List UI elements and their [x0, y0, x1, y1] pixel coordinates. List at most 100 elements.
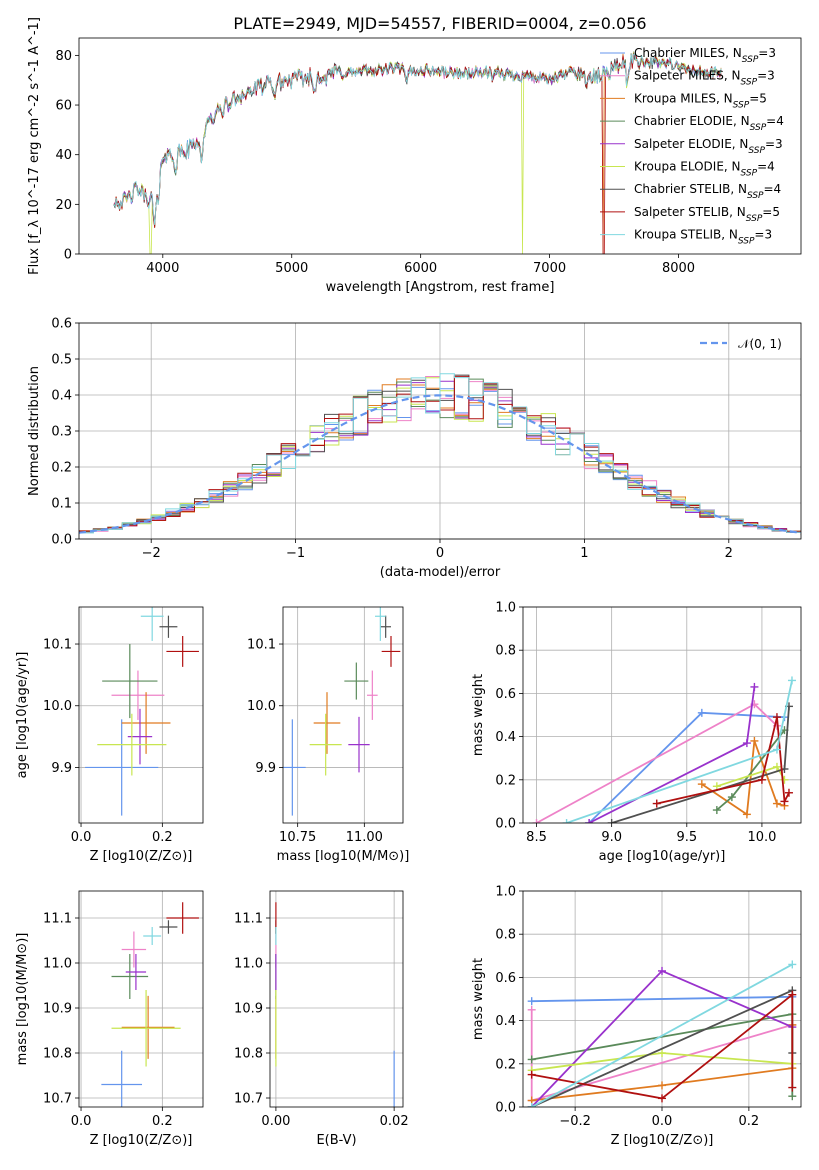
- y-tick-label: 0.6: [495, 687, 516, 702]
- y-tick-label: 1.0: [495, 885, 516, 900]
- spectrum-panel: 4000 5000 6000 7000 8000 0 20 40 60 80 wavelength …: [27, 17, 802, 295]
- y-tick-label: 0: [64, 248, 72, 263]
- weight-vs-age-frame: [522, 606, 802, 824]
- y-tick-label: 10.7: [234, 1092, 263, 1107]
- y-tick-label: 80: [55, 49, 72, 64]
- x-tick-label: 0.2: [152, 830, 173, 845]
- age-vs-mass-panel: 10.75 11.00 9.9 10.0 10.1 mass [log10(M/M⊙)]: [247, 606, 410, 864]
- spectrum-series-line: [113, 52, 722, 225]
- y-tick-label: 0.2: [495, 773, 516, 788]
- y-tick-label: 40: [55, 148, 72, 163]
- y-tick-label: 11.0: [43, 957, 72, 972]
- y-tick-label: 0.6: [51, 317, 72, 332]
- mass-vs-ebv-ticks: 0.00 0.02 10.7 10.8 10.9 11.0 11.1: [234, 912, 409, 1130]
- y-tick-label: 0.1: [51, 497, 72, 512]
- weight-series-line: [531, 995, 793, 1003]
- y-tick-label: 0.2: [51, 461, 72, 476]
- spectrum-ylabel: Flux [f_λ 10^-17 erg cm^-2 s^-1 A^-1]: [27, 17, 42, 275]
- x-tick-label: 9.5: [676, 830, 697, 845]
- mass-vs-ebv-frame: [269, 890, 404, 1108]
- x-tick-label: 10.75: [279, 830, 316, 845]
- spectrum-series-line: [113, 51, 722, 254]
- residual-hist-xlabel: (data-model)/error: [380, 565, 501, 580]
- y-tick-label: 10.8: [43, 1047, 72, 1062]
- x-tick-label: 0.0: [71, 830, 92, 845]
- age-vs-z-plot-area: [85, 607, 199, 816]
- age-vs-mass-frame: [282, 606, 404, 824]
- x-tick-label: 0.0: [71, 1114, 92, 1129]
- y-tick-label: 0.0: [51, 533, 72, 548]
- mass-vs-ebv-xlabel: E(B-V): [316, 1133, 356, 1148]
- x-tick-label: 8.5: [526, 830, 547, 845]
- x-tick-label: 0.02: [380, 1114, 409, 1129]
- x-tick-label: 4000: [146, 261, 179, 276]
- x-tick-label: 0.2: [152, 1114, 173, 1129]
- legend-label: Kroupa STELIB, NSSP=3: [634, 228, 772, 247]
- residual-hist-frame: [78, 322, 802, 540]
- y-tick-label: 10.0: [43, 699, 72, 714]
- weight-vs-z-xlabel: Z [log10(Z/Z⊙)]: [611, 1133, 714, 1148]
- legend-label: Kroupa ELODIE, NSSP=4: [634, 160, 775, 179]
- x-tick-label: 0.2: [739, 1114, 760, 1129]
- y-tick-label: 10.9: [234, 1002, 263, 1017]
- spectrum-xlabel: wavelength [Angstrom, rest frame]: [326, 280, 555, 295]
- x-tick-label: 2: [725, 546, 733, 561]
- weight-vs-z-ticks: −0.2 0.0 0.2 0.0 0.2 0.4 0.6 0.8 1.0: [495, 885, 759, 1130]
- mass-vs-z-ylabel: mass [log10(M/M⊙)]: [15, 933, 30, 1066]
- spectrum-series-line: [113, 53, 722, 225]
- y-tick-label: 0.4: [495, 730, 516, 745]
- mass-vs-z-frame: [78, 890, 204, 1108]
- spectrum-series-line: [113, 53, 722, 254]
- y-tick-label: 10.8: [234, 1047, 263, 1062]
- x-tick-label: 7000: [533, 261, 566, 276]
- y-tick-label: 0.6: [495, 971, 516, 986]
- weight-series-line: [656, 716, 790, 805]
- x-tick-label: 0.0: [652, 1114, 673, 1129]
- y-tick-label: 60: [55, 99, 72, 114]
- y-tick-label: 9.9: [51, 761, 72, 776]
- x-tick-label: 10.0: [747, 830, 776, 845]
- mass-vs-z-panel: 0.0 0.2 10.7 10.8 10.9 11.0 11.1 Z [log10(Z/Z⊙)…: [15, 890, 204, 1148]
- y-tick-label: 0.3: [51, 425, 72, 440]
- figure-title: PLATE=2949, MJD=54557, FIBERID=0004, z=0…: [233, 14, 646, 33]
- y-tick-label: 10.1: [43, 638, 72, 653]
- weight-vs-age-xlabel: age [log10(age/yr)]: [599, 849, 726, 864]
- spectrum-plot-area: [113, 51, 722, 254]
- age-vs-z-xlabel: Z [log10(Z/Z⊙)]: [90, 849, 193, 864]
- age-vs-mass-xlabel: mass [log10(M/M⊙)]: [277, 849, 410, 864]
- x-tick-label: −2: [142, 546, 161, 561]
- y-tick-label: 0.8: [495, 644, 516, 659]
- age-vs-z-frame: [78, 606, 204, 824]
- legend-label: Salpeter STELIB, NSSP=5: [634, 205, 780, 224]
- spectrum-ticks: 4000 5000 6000 7000 8000 0 20 40 60 80: [55, 49, 695, 276]
- x-tick-label: 11.00: [346, 830, 383, 845]
- weight-vs-age-ticks: 8.5 9.0 9.5 10.0 0.0 0.2 0.4 0.6 0.8 1.0: [495, 601, 776, 846]
- age-vs-z-ylabel: age [log10(age/yr)]: [15, 652, 30, 779]
- histogram-series: [79, 373, 801, 534]
- age-vs-mass-ticks: 10.75 11.00 9.9 10.0 10.1: [247, 638, 383, 845]
- x-tick-label: 9.0: [601, 830, 622, 845]
- y-tick-label: 0.5: [51, 353, 72, 368]
- age-vs-z-panel: 0.0 0.2 9.9 10.0 10.1 Z [log10(Z/Z⊙)] age [log…: [15, 606, 204, 864]
- spectrum-series-line: [113, 51, 722, 227]
- x-tick-label: 5000: [275, 261, 308, 276]
- weight-vs-z-frame: [522, 890, 802, 1108]
- y-tick-label: 0.2: [495, 1057, 516, 1072]
- residual-hist-panel: −2 −1 0 1 2 0.0 0.1 0.2 0.3 0.4 0.5 0.6 (data-model)…: [27, 317, 802, 580]
- spectrum-series-line: [113, 55, 722, 224]
- age-vs-z-grid: [79, 607, 203, 823]
- spectrum-series-line: [113, 53, 722, 226]
- legend-label: 𝒩(0, 1): [738, 337, 782, 351]
- mass-vs-ebv-panel: 0.00 0.02 10.7 10.8 10.9 11.0 11.1 E(B-V): [234, 890, 409, 1148]
- y-tick-label: 1.0: [495, 601, 516, 616]
- y-tick-label: 0.0: [495, 1101, 516, 1116]
- weight-vs-age-plot-area: [532, 676, 796, 823]
- histogram-legend: 𝒩(0, 1): [700, 337, 782, 351]
- weight-vs-age-panel: 8.5 9.0 9.5 10.0 0.0 0.2 0.4 0.6 0.8 1.0 age [log1…: [471, 601, 802, 864]
- legend-label: Salpeter ELODIE, NSSP=3: [634, 137, 783, 156]
- legend-label: Kroupa MILES, NSSP=5: [634, 91, 767, 110]
- age-vs-mass-grid: [283, 607, 403, 823]
- weight-vs-z-plot-area: [527, 960, 797, 1107]
- age-vs-z-ticks: 0.0 0.2 9.9 10.0 10.1: [43, 638, 173, 845]
